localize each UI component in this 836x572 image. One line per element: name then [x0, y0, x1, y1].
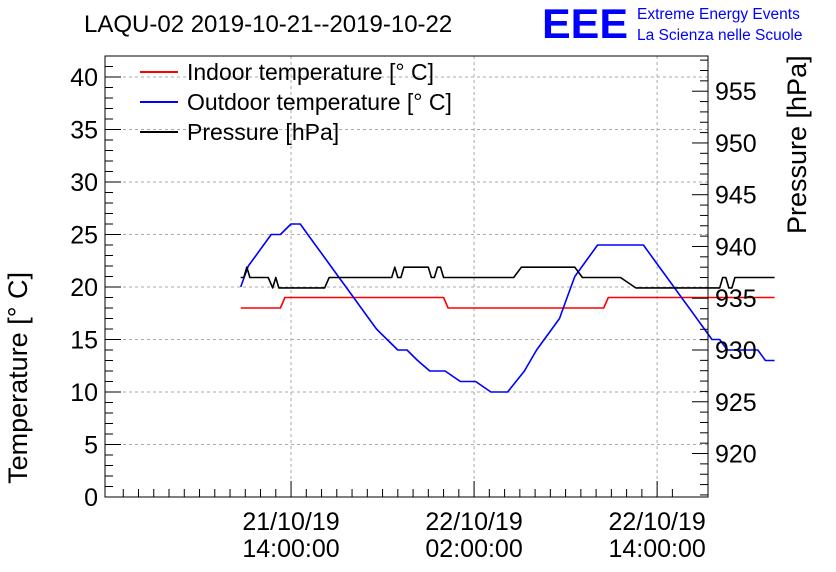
- x-tick-label-date: 22/10/19: [608, 508, 705, 536]
- series-lines: [239, 223, 775, 393]
- legend-label-3: Pressure [hPa]: [187, 119, 339, 145]
- x-tick-label-time: 14:00:00: [242, 535, 339, 563]
- eee-logo-line1: Extreme Energy Events: [637, 6, 800, 23]
- grid: [105, 56, 708, 497]
- chart-title: LAQU-02 2019-10-21--2019-10-22: [84, 11, 452, 38]
- left-tick-label: 15: [70, 327, 98, 355]
- right-tick-label: 945: [715, 182, 757, 210]
- right-axis: 920 925 930 935 940 945 950 955: [692, 59, 757, 496]
- right-tick-label: 935: [715, 285, 757, 313]
- legend-label-1: Indoor temperature [° C]: [187, 59, 434, 85]
- left-axis-label: Temperature [° C]: [3, 272, 33, 484]
- series-line-3: [240, 266, 775, 289]
- right-tick-label: 930: [715, 337, 757, 365]
- eee-logo-mark: EEE: [542, 0, 628, 47]
- left-axis: 0 5 10 15 20 25 30 35 40: [70, 64, 121, 512]
- right-tick-label: 940: [715, 233, 757, 261]
- x-tick-label-date: 21/10/19: [242, 508, 339, 536]
- legend: Indoor temperature [° C] Outdoor temperat…: [140, 59, 452, 145]
- right-tick-label: 950: [715, 130, 757, 158]
- right-tick-label: 925: [715, 389, 757, 417]
- right-axis-label: Pressure [hPa]: [782, 55, 812, 234]
- left-tick-label: 10: [70, 379, 98, 407]
- left-tick-label: 0: [84, 484, 98, 512]
- x-tick-label-time: 02:00:00: [425, 535, 522, 563]
- series-line-2: [239, 223, 775, 393]
- right-tick-label: 955: [715, 78, 757, 106]
- eee-logo-line2: La Scienza nelle Scuole: [637, 27, 802, 44]
- right-tick-label: 920: [715, 441, 757, 469]
- left-tick-label: 30: [70, 169, 98, 197]
- left-tick-label: 40: [70, 64, 98, 92]
- x-tick-label-date: 22/10/19: [425, 508, 522, 536]
- left-tick-label: 35: [70, 117, 98, 145]
- x-tick-label-time: 14:00:00: [608, 535, 705, 563]
- series-line-1: [240, 296, 775, 309]
- legend-label-2: Outdoor temperature [° C]: [187, 89, 452, 115]
- x-axis: 21/10/1914:00:0022/10/1902:00:0022/10/19…: [122, 481, 706, 563]
- left-tick-label: 20: [70, 274, 98, 302]
- left-tick-label: 5: [84, 432, 98, 460]
- left-tick-label: 25: [70, 222, 98, 250]
- eee-logo: EEE Extreme Energy Events La Scienza nel…: [542, 0, 802, 47]
